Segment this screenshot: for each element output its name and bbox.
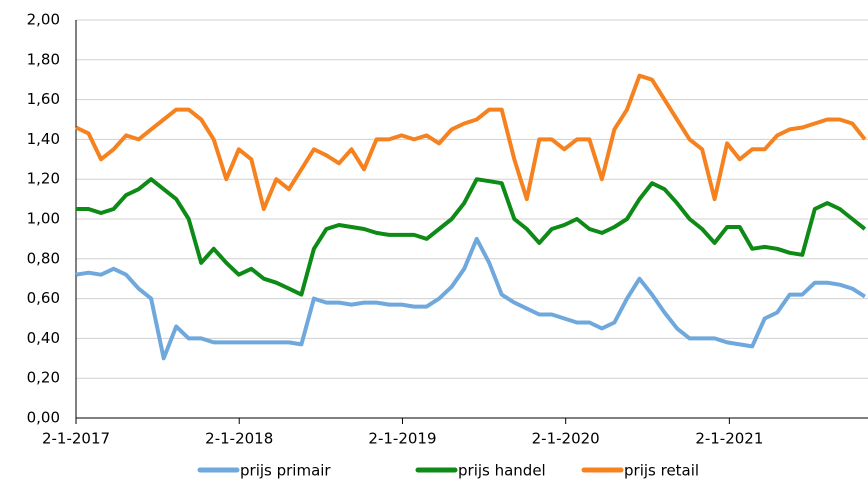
x-tick-label: 2-1-2019: [368, 430, 436, 448]
y-tick-label: 0,40: [27, 329, 60, 347]
y-tick-label: 1,40: [27, 130, 60, 148]
series-line: [75, 73, 867, 211]
x-tick-label: 2-1-2017: [42, 430, 110, 448]
y-tick-label: 0,80: [27, 249, 60, 267]
legend-label: prijs retail: [624, 462, 699, 480]
y-tick-label: 1,60: [27, 90, 60, 108]
y-tick-label: 0,60: [27, 289, 60, 307]
y-tick-label: 1,80: [27, 50, 60, 68]
y-tick-label: 1,00: [27, 210, 60, 228]
y-tick-label: 0,20: [27, 369, 60, 387]
legend-label: prijs primair: [240, 462, 331, 480]
x-tick-label: 2-1-2020: [532, 430, 600, 448]
legend-label: prijs handel: [458, 462, 546, 480]
series-line: [75, 236, 866, 361]
y-tick-label: 1,20: [27, 170, 60, 188]
series-line: [76, 177, 867, 297]
y-tick-label: 2,00: [27, 11, 60, 29]
x-tick-label: 2-1-2021: [695, 430, 763, 448]
y-tick-label: 0,00: [27, 409, 60, 427]
x-tick-label: 2-1-2018: [205, 430, 273, 448]
